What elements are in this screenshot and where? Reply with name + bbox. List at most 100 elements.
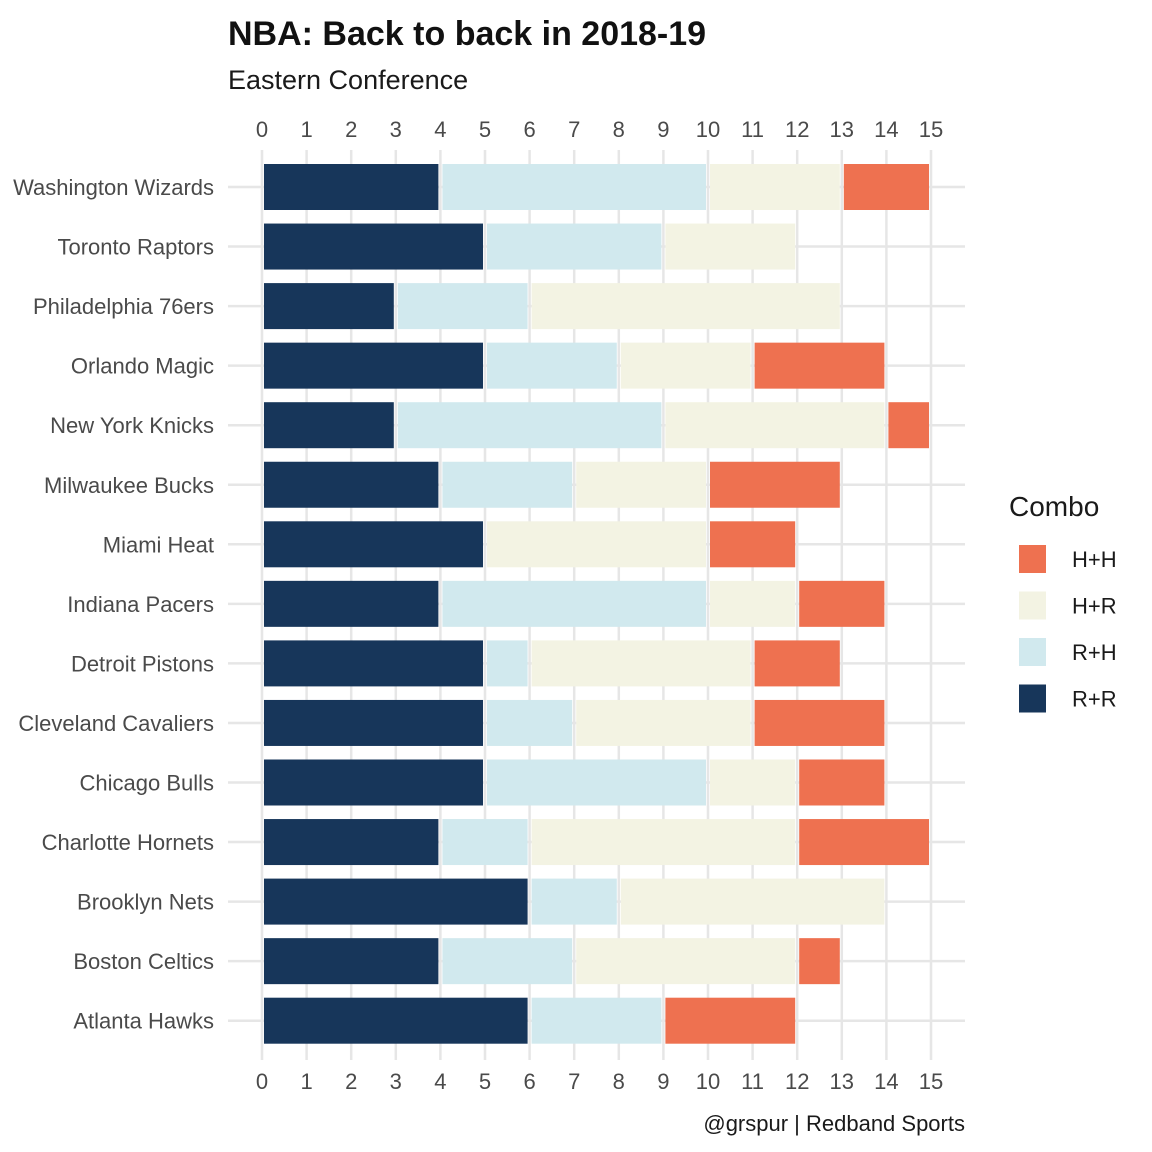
- category-label: Milwaukee Bucks: [44, 473, 214, 498]
- bar-RR-10: [264, 759, 483, 806]
- bar-RH-1: [487, 223, 662, 270]
- x-tick-top-label: 10: [696, 117, 720, 142]
- category-label: New York Knicks: [50, 413, 214, 438]
- category-label: Boston Celtics: [73, 949, 214, 974]
- bar-HR-11: [531, 819, 796, 866]
- x-tick-bottom-label: 12: [785, 1069, 809, 1094]
- bar-HR-10: [710, 759, 796, 806]
- category-label: Washington Wizards: [13, 175, 214, 200]
- bar-RR-11: [264, 819, 439, 866]
- bar-RR-1: [264, 223, 483, 270]
- category-label: Brooklyn Nets: [77, 890, 214, 915]
- x-tick-top-label: 1: [300, 117, 312, 142]
- bar-RR-4: [264, 402, 394, 449]
- legend-swatch-RH: [1019, 638, 1046, 666]
- bar-RH-14: [531, 997, 662, 1044]
- bar-HH-6: [710, 521, 796, 568]
- x-tick-top-label: 9: [657, 117, 669, 142]
- x-tick-top-label: 15: [919, 117, 943, 142]
- x-tick-top-label: 0: [256, 117, 268, 142]
- category-label: Cleveland Cavaliers: [18, 711, 214, 736]
- x-tick-bottom-label: 15: [919, 1069, 943, 1094]
- bar-HH-5: [710, 461, 840, 508]
- bar-HR-13: [576, 938, 796, 985]
- bar-RR-6: [264, 521, 483, 568]
- bar-RH-2: [397, 283, 528, 330]
- x-tick-top-label: 8: [613, 117, 625, 142]
- x-tick-bottom-label: 8: [613, 1069, 625, 1094]
- bar-RR-9: [264, 699, 483, 746]
- x-tick-top-label: 13: [830, 117, 854, 142]
- x-tick-bottom-label: 3: [390, 1069, 402, 1094]
- bar-HH-0: [843, 164, 929, 210]
- legend-swatch-HH: [1019, 545, 1046, 573]
- legend-label-RR: R+R: [1072, 687, 1117, 712]
- axes: Washington Wizards Toronto Raptors Philade…: [13, 117, 943, 1094]
- bar-RH-12: [531, 878, 617, 925]
- bar-HR-7: [710, 580, 796, 627]
- x-tick-bottom-label: 0: [256, 1069, 268, 1094]
- bar-HR-2: [531, 283, 840, 330]
- x-tick-top-label: 2: [345, 117, 357, 142]
- bar-RH-5: [442, 461, 573, 508]
- bar-RH-8: [487, 640, 528, 687]
- x-tick-bottom-label: 4: [434, 1069, 446, 1094]
- x-tick-top-label: 3: [390, 117, 402, 142]
- x-tick-top-label: 5: [479, 117, 491, 142]
- category-label: Charlotte Hornets: [42, 830, 214, 855]
- x-tick-bottom-label: 13: [830, 1069, 854, 1094]
- x-tick-bottom-label: 14: [874, 1069, 898, 1094]
- category-label: Orlando Magic: [71, 354, 214, 379]
- bar-HH-14: [665, 997, 796, 1044]
- chart-caption: @grspur | Redband Sports: [703, 1111, 965, 1136]
- category-label: Toronto Raptors: [57, 235, 214, 260]
- bar-HR-12: [620, 878, 885, 925]
- x-tick-top-label: 14: [874, 117, 898, 142]
- category-label: Detroit Pistons: [71, 651, 214, 676]
- bar-HR-3: [620, 342, 751, 389]
- category-label: Philadelphia 76ers: [33, 294, 214, 319]
- x-tick-top-label: 11: [741, 117, 764, 142]
- bar-RR-14: [264, 997, 528, 1044]
- x-tick-top-label: 7: [568, 117, 580, 142]
- bar-RH-3: [487, 342, 617, 389]
- bar-HH-4: [888, 402, 929, 449]
- x-tick-bottom-label: 9: [657, 1069, 669, 1094]
- legend: Combo H+H H+R R+H R+R: [1009, 491, 1117, 713]
- bar-RR-12: [264, 878, 528, 925]
- bar-RR-8: [264, 640, 483, 687]
- bar-HR-5: [576, 461, 706, 508]
- legend-title: Combo: [1009, 491, 1099, 522]
- bar-RR-3: [264, 342, 483, 389]
- x-tick-bottom-label: 2: [345, 1069, 357, 1094]
- bar-HR-6: [487, 521, 706, 568]
- bar-RH-0: [442, 164, 706, 210]
- bar-HR-4: [665, 402, 885, 449]
- x-tick-bottom-label: 7: [568, 1069, 580, 1094]
- bar-RR-2: [264, 283, 394, 330]
- bar-RH-13: [442, 938, 573, 985]
- legend-label-HH: H+H: [1072, 547, 1117, 572]
- bar-HH-7: [799, 580, 885, 627]
- x-tick-bottom-label: 5: [479, 1069, 491, 1094]
- bar-HH-3: [754, 342, 885, 389]
- bar-RR-7: [264, 580, 439, 627]
- bar-HR-8: [531, 640, 751, 687]
- category-label: Atlanta Hawks: [73, 1009, 214, 1034]
- bar-HR-0: [710, 164, 840, 210]
- bar-RR-13: [264, 938, 439, 985]
- chart-title: NBA: Back to back in 2018-19: [228, 15, 706, 53]
- category-label: Indiana Pacers: [67, 592, 214, 617]
- bar-HR-1: [665, 223, 796, 270]
- bar-RH-9: [487, 699, 573, 746]
- bar-HR-9: [576, 699, 751, 746]
- x-tick-bottom-label: 11: [741, 1069, 764, 1094]
- bar-HH-13: [799, 938, 840, 985]
- bar-HH-8: [754, 640, 840, 687]
- x-tick-top-label: 4: [434, 117, 446, 142]
- bar-RR-0: [264, 164, 439, 210]
- bar-RH-11: [442, 819, 528, 866]
- x-tick-top-label: 12: [785, 117, 809, 142]
- legend-label-RH: R+H: [1072, 640, 1117, 665]
